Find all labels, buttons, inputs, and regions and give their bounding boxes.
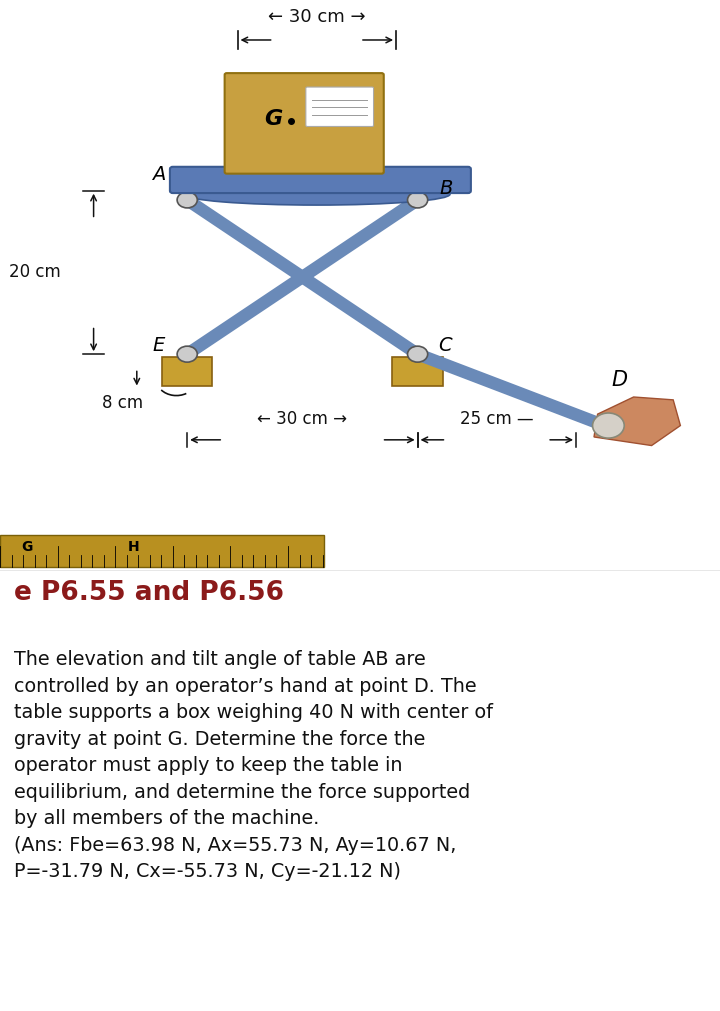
Text: G: G — [264, 108, 282, 128]
Text: 8 cm: 8 cm — [102, 393, 143, 411]
Circle shape — [593, 412, 624, 438]
FancyBboxPatch shape — [392, 357, 443, 385]
Circle shape — [408, 192, 428, 208]
Text: 25 cm —: 25 cm — — [460, 410, 534, 429]
Text: D: D — [611, 370, 627, 390]
Text: ← 30 cm →: ← 30 cm → — [258, 410, 348, 429]
Polygon shape — [594, 397, 680, 446]
Circle shape — [177, 346, 197, 362]
Bar — [0, 535, 324, 566]
Circle shape — [408, 346, 428, 362]
FancyBboxPatch shape — [225, 73, 384, 174]
Text: H: H — [127, 540, 139, 554]
Ellipse shape — [184, 183, 450, 205]
Text: ← 30 cm →: ← 30 cm → — [268, 8, 366, 25]
Text: C: C — [438, 336, 451, 355]
FancyBboxPatch shape — [162, 357, 212, 385]
Text: The elevation and tilt angle of table AB are
controlled by an operator’s hand at: The elevation and tilt angle of table AB… — [14, 650, 493, 882]
FancyBboxPatch shape — [170, 167, 471, 193]
FancyBboxPatch shape — [306, 87, 374, 126]
Text: G: G — [22, 540, 33, 554]
Text: 20 cm: 20 cm — [9, 264, 61, 281]
Circle shape — [177, 192, 197, 208]
Text: E: E — [152, 336, 165, 355]
Text: B: B — [440, 179, 453, 198]
Text: A: A — [152, 165, 165, 184]
Text: e P6.55 and P6.56: e P6.55 and P6.56 — [14, 580, 284, 606]
